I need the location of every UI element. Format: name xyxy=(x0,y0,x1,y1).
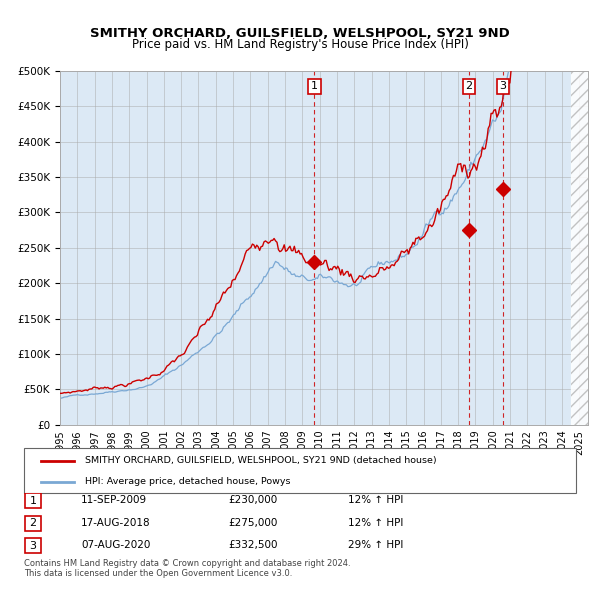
Text: Contains HM Land Registry data © Crown copyright and database right 2024.: Contains HM Land Registry data © Crown c… xyxy=(24,559,350,568)
FancyBboxPatch shape xyxy=(25,493,41,509)
Text: 3: 3 xyxy=(29,541,37,550)
Text: £230,000: £230,000 xyxy=(228,496,277,505)
Text: 11-SEP-2009: 11-SEP-2009 xyxy=(81,496,147,505)
Text: SMITHY ORCHARD, GUILSFIELD, WELSHPOOL, SY21 9ND: SMITHY ORCHARD, GUILSFIELD, WELSHPOOL, S… xyxy=(90,27,510,40)
Text: 12% ↑ HPI: 12% ↑ HPI xyxy=(348,518,403,527)
Text: 1: 1 xyxy=(29,496,37,506)
Text: HPI: Average price, detached house, Powys: HPI: Average price, detached house, Powy… xyxy=(85,477,290,486)
Text: £332,500: £332,500 xyxy=(228,540,277,550)
Text: SMITHY ORCHARD, GUILSFIELD, WELSHPOOL, SY21 9ND (detached house): SMITHY ORCHARD, GUILSFIELD, WELSHPOOL, S… xyxy=(85,456,436,466)
Text: 2: 2 xyxy=(466,81,472,91)
Text: 07-AUG-2020: 07-AUG-2020 xyxy=(81,540,151,550)
Text: £275,000: £275,000 xyxy=(228,518,277,527)
FancyBboxPatch shape xyxy=(25,538,41,553)
Text: 29% ↑ HPI: 29% ↑ HPI xyxy=(348,540,403,550)
Text: 12% ↑ HPI: 12% ↑ HPI xyxy=(348,496,403,505)
FancyBboxPatch shape xyxy=(25,516,41,531)
Text: 2: 2 xyxy=(29,519,37,528)
Text: Price paid vs. HM Land Registry's House Price Index (HPI): Price paid vs. HM Land Registry's House … xyxy=(131,38,469,51)
FancyBboxPatch shape xyxy=(24,448,576,493)
Bar xyxy=(571,71,588,425)
Text: 1: 1 xyxy=(311,81,318,91)
Text: This data is licensed under the Open Government Licence v3.0.: This data is licensed under the Open Gov… xyxy=(24,569,292,578)
Text: 3: 3 xyxy=(500,81,506,91)
Text: 17-AUG-2018: 17-AUG-2018 xyxy=(81,518,151,527)
